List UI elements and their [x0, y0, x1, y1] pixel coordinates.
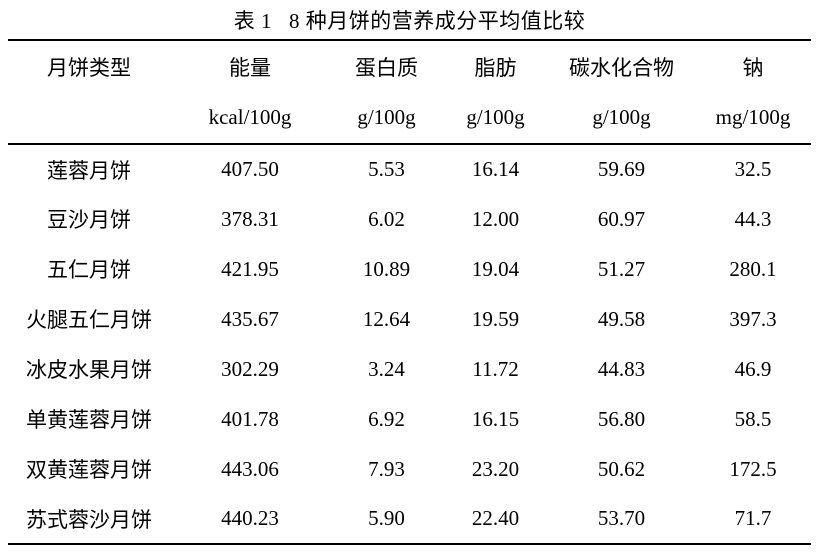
- value-cell: 5.53: [368, 157, 405, 181]
- column-unit-mooncake-type: [8, 92, 170, 145]
- value-cell: 6.92: [368, 406, 405, 431]
- value-cell: 56.80: [597, 406, 646, 431]
- value-cell: 49.58: [597, 306, 646, 331]
- header-row-units: kcal/100g g/100g g/100g g/100g mg/100g: [8, 92, 811, 145]
- column-header-fat: 脂肪: [474, 55, 517, 80]
- column-unit-carbohydrate: g/100g: [548, 92, 695, 145]
- value-cell: 19.59: [471, 306, 520, 331]
- value-cell: 397.3: [729, 306, 777, 331]
- value-cell: 53.70: [597, 506, 646, 530]
- header-row-labels: 月饼类型 能量 蛋白质 脂肪 碳水化合物 钠: [8, 40, 811, 92]
- value-cell: 407.50: [221, 157, 279, 181]
- mooncake-type-cell: 双黄莲蓉月饼: [26, 458, 152, 482]
- value-cell: 59.69: [597, 157, 646, 181]
- value-cell: 19.04: [471, 256, 520, 281]
- value-cell: 5.90: [368, 506, 405, 530]
- column-header-sodium: 钠: [742, 55, 764, 80]
- value-cell: 172.5: [729, 456, 777, 481]
- mooncake-type-cell: 单黄莲蓉月饼: [26, 408, 152, 432]
- value-cell: 421.95: [221, 256, 279, 281]
- value-cell: 16.14: [471, 157, 520, 181]
- column-unit-fat: g/100g: [443, 92, 548, 145]
- value-cell: 51.27: [597, 256, 646, 281]
- value-cell: 22.40: [471, 506, 520, 530]
- value-cell: 71.7: [734, 506, 772, 530]
- value-cell: 50.62: [597, 456, 646, 481]
- table-caption: 表 1 8 种月饼的营养成分平均值比较: [0, 0, 819, 39]
- column-header-carbohydrate: 碳水化合物: [569, 55, 674, 80]
- value-cell: 435.67: [221, 306, 279, 331]
- column-unit-energy: kcal/100g: [170, 92, 330, 145]
- column-unit-sodium: mg/100g: [695, 92, 811, 145]
- mooncake-type-cell: 冰皮水果月饼: [26, 358, 152, 382]
- value-cell: 401.78: [221, 406, 279, 431]
- value-cell: 443.06: [221, 456, 279, 481]
- value-cell: 12.00: [471, 206, 520, 231]
- value-cell: 44.3: [734, 206, 772, 231]
- column-unit-protein: g/100g: [330, 92, 443, 145]
- table-row: 豆沙月饼 378.31 6.02 12.00 60.97 44.3: [8, 194, 811, 244]
- table-body: 莲蓉月饼 407.50 5.53 16.14 59.69 32.5 豆沙月饼 378.31 6.…: [8, 144, 811, 544]
- table-row: 单黄莲蓉月饼 401.78 6.92 16.15 56.80 58.5: [8, 394, 811, 444]
- value-cell: 302.29: [221, 356, 279, 381]
- table-row: 双黄莲蓉月饼 443.06 7.93 23.20 50.62 172.5: [8, 444, 811, 494]
- value-cell: 12.64: [362, 306, 411, 331]
- value-cell: 378.31: [221, 206, 279, 231]
- value-cell: 46.9: [734, 356, 772, 381]
- value-cell: 16.15: [471, 406, 520, 431]
- mooncake-type-cell: 五仁月饼: [47, 258, 131, 282]
- table-row: 莲蓉月饼 407.50 5.53 16.14 59.69 32.5: [8, 144, 811, 194]
- mooncake-type-cell: 火腿五仁月饼: [26, 308, 152, 332]
- value-cell: 10.89: [362, 256, 411, 281]
- value-cell: 58.5: [734, 406, 772, 431]
- table-row: 苏式蓉沙月饼 440.23 5.90 22.40 53.70 71.7: [8, 494, 811, 544]
- table-row: 火腿五仁月饼 435.67 12.64 19.59 49.58 397.3: [8, 294, 811, 344]
- mooncake-type-cell: 莲蓉月饼: [47, 158, 131, 183]
- mooncake-type-cell: 苏式蓉沙月饼: [26, 507, 152, 532]
- table-row: 冰皮水果月饼 302.29 3.24 11.72 44.83 46.9: [8, 344, 811, 394]
- mooncake-type-cell: 豆沙月饼: [47, 208, 131, 232]
- table-header: 月饼类型 能量 蛋白质 脂肪 碳水化合物 钠 kcal/100g g/100g …: [8, 40, 811, 145]
- value-cell: 6.02: [368, 206, 405, 231]
- value-cell: 32.5: [734, 157, 772, 181]
- value-cell: 60.97: [597, 206, 646, 231]
- value-cell: 280.1: [729, 256, 777, 281]
- value-cell: 44.83: [597, 356, 646, 381]
- column-header-mooncake-type: 月饼类型: [47, 55, 131, 80]
- value-cell: 11.72: [472, 356, 519, 381]
- value-cell: 7.93: [368, 456, 405, 481]
- value-cell: 440.23: [221, 506, 279, 530]
- value-cell: 3.24: [368, 356, 405, 381]
- table-caption-text: 8 种月饼的营养成分平均值比较: [289, 8, 586, 33]
- value-cell: 23.20: [471, 456, 520, 481]
- table-caption-number: 表 1: [233, 8, 272, 33]
- column-header-energy: 能量: [229, 55, 271, 80]
- column-header-protein: 蛋白质: [355, 55, 418, 80]
- nutrition-table: 月饼类型 能量 蛋白质 脂肪 碳水化合物 钠 kcal/100g g/100g …: [8, 39, 811, 545]
- table-row: 五仁月饼 421.95 10.89 19.04 51.27 280.1: [8, 244, 811, 294]
